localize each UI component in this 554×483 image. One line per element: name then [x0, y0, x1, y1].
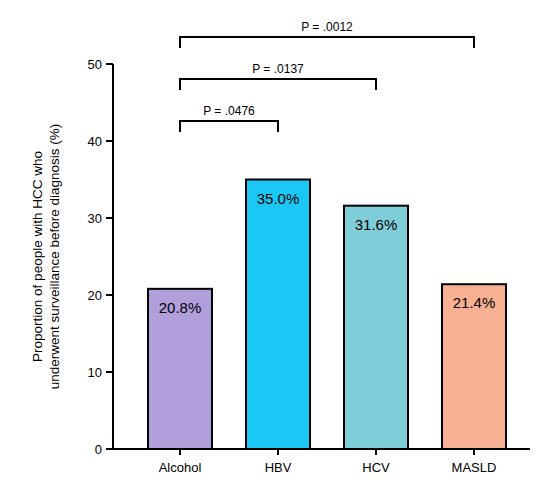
x-tick	[473, 449, 475, 455]
p-value: P = .0476	[203, 104, 255, 118]
y-tick	[106, 448, 113, 450]
x-tick	[277, 449, 279, 455]
y-tick-label: 30	[88, 211, 102, 226]
x-tick-label: HBV	[265, 460, 292, 475]
chart: 20.8% 35.0% 31.6% 21.4% 0 10 20 30 40 50 Alcohol HB…	[0, 0, 554, 483]
data-label: 35.0%	[257, 190, 300, 207]
bar	[442, 284, 506, 449]
data-label: 31.6%	[355, 216, 398, 233]
data-label: 21.4%	[453, 294, 496, 311]
data-label: 20.8%	[159, 299, 202, 316]
significance-bracket	[180, 121, 278, 132]
y-tick	[106, 371, 113, 373]
y-axis-label: Proportion of people with HCC whounderwe…	[30, 124, 62, 390]
y-tick-label: 20	[88, 288, 102, 303]
y-tick	[106, 140, 113, 142]
significance-bracket	[180, 79, 376, 90]
y-tick-label: 0	[95, 442, 102, 457]
p-value: P = .0012	[301, 20, 353, 34]
y-axis	[112, 64, 114, 450]
y-axis-label-line: Proportion of people with HCC who	[30, 151, 45, 362]
y-tick	[106, 63, 113, 65]
y-axis-label-line: underwent surveillance before diagnosis …	[47, 124, 62, 390]
bar	[344, 206, 408, 449]
bar	[246, 180, 310, 450]
x-tick	[179, 449, 181, 455]
y-tick-label: 50	[88, 57, 102, 72]
x-tick	[375, 449, 377, 455]
bars	[148, 180, 506, 450]
y-tick	[106, 294, 113, 296]
y-tick-label: 10	[88, 365, 102, 380]
y-tick	[106, 217, 113, 219]
p-value: P = .0137	[252, 62, 304, 76]
y-tick-label: 40	[88, 134, 102, 149]
significance-bracket	[180, 37, 474, 48]
x-tick-label: Alcohol	[159, 460, 202, 475]
x-tick-label: HCV	[362, 460, 390, 475]
x-axis	[112, 448, 530, 450]
x-tick-label: MASLD	[452, 460, 497, 475]
bar	[148, 289, 212, 449]
